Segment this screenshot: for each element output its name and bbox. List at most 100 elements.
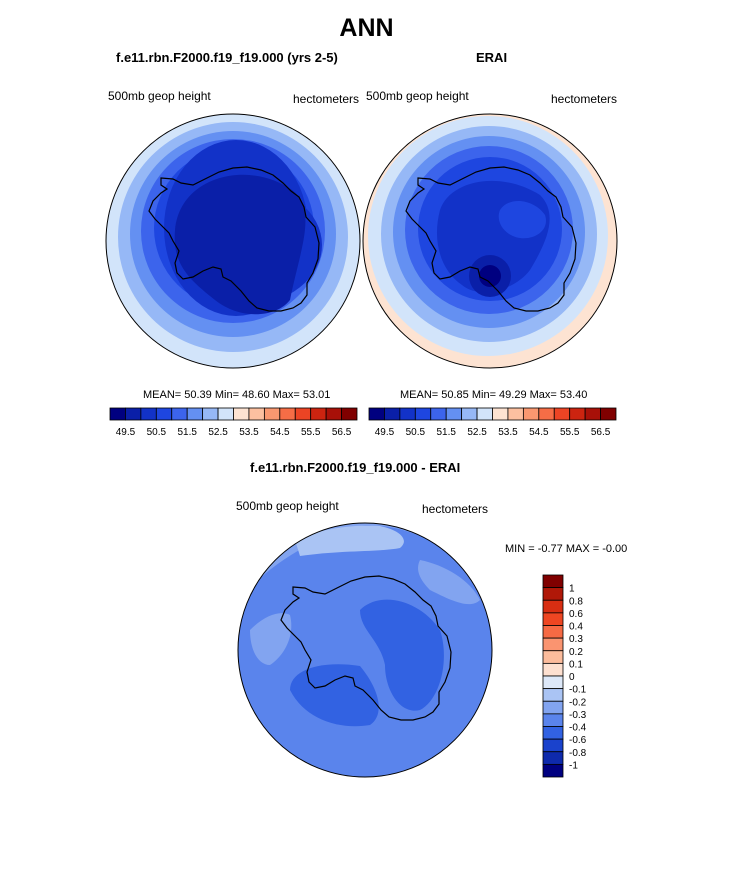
right-colorbar-swatch xyxy=(461,407,478,421)
diff-colorbar-swatch xyxy=(542,763,564,778)
diff-contour-fill xyxy=(238,523,492,777)
left-colorbar-tick-label: 51.5 xyxy=(177,427,197,438)
diff-colorbar-tick-label: -0.2 xyxy=(569,697,587,708)
diff-colorbar-swatch xyxy=(542,700,564,715)
diff-minmax: MIN = -0.77 MAX = -0.00 xyxy=(505,543,628,555)
left-colorbar-tick-label: 49.5 xyxy=(116,427,136,438)
left-colorbar-swatch xyxy=(279,407,296,421)
left-colorbar-swatch xyxy=(294,407,312,421)
right-map-border xyxy=(362,113,618,369)
left-map-border xyxy=(105,113,361,369)
diff-colorbar-swatch xyxy=(542,650,564,664)
diff-colorbar-tick-label: -0.1 xyxy=(569,685,587,696)
diff-polar-map xyxy=(237,522,493,778)
left-colorbar-swatch xyxy=(233,407,250,421)
left-colorbar-tick-label: 54.5 xyxy=(270,427,290,438)
diff-colorbar-tick-label: 1 xyxy=(569,584,575,595)
diff-colorbar-tick-label: 0.4 xyxy=(569,622,583,633)
right-colorbar-swatch xyxy=(445,407,463,421)
left-colorbar-swatch xyxy=(155,407,173,421)
left-colorbar-tick-label: 56.5 xyxy=(332,427,352,438)
diff-colorbar-swatch xyxy=(542,574,564,589)
right-colorbar-tick-label: 49.5 xyxy=(375,427,395,438)
diff-units-label: hectometers xyxy=(422,502,489,516)
right-colorbar-swatch xyxy=(368,407,385,421)
diff-colorbar-tick-label: -0.4 xyxy=(569,723,587,734)
left-colorbar-swatch xyxy=(140,407,157,421)
left-colorbar-swatch xyxy=(310,407,327,421)
diff-colorbar-tick-label: 0.3 xyxy=(569,634,583,645)
right-colorbar: 49.5 50.5 51.5 52.5 53.5 54.5 55.5 56.5 xyxy=(368,407,617,438)
right-colorbar-swatch xyxy=(522,407,540,421)
left-colorbar-swatch xyxy=(109,407,126,421)
left-case-title: f.e11.rbn.F2000.f19_f19.000 (yrs 2-5) xyxy=(116,50,338,65)
diff-colorbar-tick-label: 0.6 xyxy=(569,609,583,620)
diff-colorbar-tick-label: 0.8 xyxy=(569,596,583,607)
right-colorbar-swatch xyxy=(430,407,447,421)
right-colorbar-tick-label: 52.5 xyxy=(467,427,487,438)
diff-colorbar-tick-label: 0.2 xyxy=(569,647,583,658)
right-colorbar-tick-label: 53.5 xyxy=(498,427,518,438)
right-colorbar-tick-label: 55.5 xyxy=(560,427,580,438)
right-polar-map xyxy=(362,113,618,369)
right-colorbar-swatch xyxy=(476,407,493,421)
right-colorbar-swatch xyxy=(492,407,509,421)
diff-colorbar-swatch xyxy=(542,738,564,753)
right-colorbar-swatch xyxy=(553,407,571,421)
left-polar-map xyxy=(105,113,361,369)
diff-colorbar-swatch xyxy=(542,625,564,639)
right-colorbar-swatch xyxy=(584,407,601,421)
right-colorbar-tick-label: 54.5 xyxy=(529,427,549,438)
diff-colorbar-swatch xyxy=(542,688,564,702)
diff-colorbar-tick-label: 0 xyxy=(569,672,575,683)
left-colorbar-swatch xyxy=(263,407,281,421)
left-colorbar-tick-label: 52.5 xyxy=(208,427,228,438)
right-colorbar-swatch xyxy=(600,407,617,421)
right-colorbar-swatch xyxy=(507,407,524,421)
page-title: ANN xyxy=(339,14,394,42)
left-colorbar-tick-label: 55.5 xyxy=(301,427,321,438)
diff-colorbar-swatch xyxy=(542,637,564,652)
right-variable-label: 500mb geop height xyxy=(366,89,469,103)
left-contour-fill xyxy=(106,114,360,368)
right-colorbar-swatch xyxy=(538,407,555,421)
diff-colorbar-tick-label: -0.8 xyxy=(569,748,587,759)
left-units-label: hectometers xyxy=(293,92,360,106)
right-colorbar-swatch xyxy=(399,407,416,421)
diff-colorbar-swatch xyxy=(542,587,564,601)
right-case-title: ERAI xyxy=(476,50,508,65)
diff-colorbar-swatch xyxy=(542,599,564,614)
left-variable-label: 500mb geop height xyxy=(108,89,211,103)
diff-colorbar-swatch xyxy=(542,726,564,740)
right-contour-fill xyxy=(363,114,617,368)
left-colorbar-swatch xyxy=(186,407,204,421)
left-colorbar-tick-label: 53.5 xyxy=(239,427,259,438)
diff-colorbar-swatch xyxy=(542,713,564,727)
left-colorbar-swatch xyxy=(248,407,265,421)
left-colorbar: 49.5 50.5 51.5 52.5 53.5 54.5 55.5 56.5 xyxy=(109,407,358,438)
left-colorbar-tick-label: 50.5 xyxy=(147,427,167,438)
right-colorbar-swatch xyxy=(569,407,586,421)
right-colorbar-tick-label: 56.5 xyxy=(591,427,611,438)
diff-colorbar-tick-label: -1 xyxy=(569,760,578,771)
right-stats: MEAN= 50.85 Min= 49.29 Max= 53.40 xyxy=(400,389,588,401)
left-colorbar-swatch xyxy=(341,407,358,421)
left-colorbar-swatch xyxy=(125,407,142,421)
left-colorbar-swatch xyxy=(202,407,219,421)
diff-colorbar-swatch xyxy=(542,662,564,677)
diff-case-title: f.e11.rbn.F2000.f19_f19.000 - ERAI xyxy=(250,460,461,475)
right-colorbar-tick-label: 51.5 xyxy=(436,427,456,438)
left-colorbar-swatch xyxy=(171,407,188,421)
right-colorbar-swatch xyxy=(384,407,401,421)
left-colorbar-swatch xyxy=(325,407,342,421)
diff-colorbar-tick-label: -0.3 xyxy=(569,710,587,721)
diff-colorbar-tick-label: 0.1 xyxy=(569,659,583,670)
left-stats: MEAN= 50.39 Min= 48.60 Max= 53.01 xyxy=(143,389,331,401)
diff-colorbar-swatch xyxy=(542,612,564,626)
diff-colorbar-tick-label: -0.6 xyxy=(569,735,587,746)
right-units-label: hectometers xyxy=(551,92,618,106)
right-colorbar-tick-label: 50.5 xyxy=(406,427,426,438)
diff-colorbar: 10.8 0.6 0.40.3 0.20.1 0 -0.1-0.2 -0.3 -0.4-0.6… xyxy=(542,574,587,778)
diff-colorbar-swatch xyxy=(542,751,564,765)
